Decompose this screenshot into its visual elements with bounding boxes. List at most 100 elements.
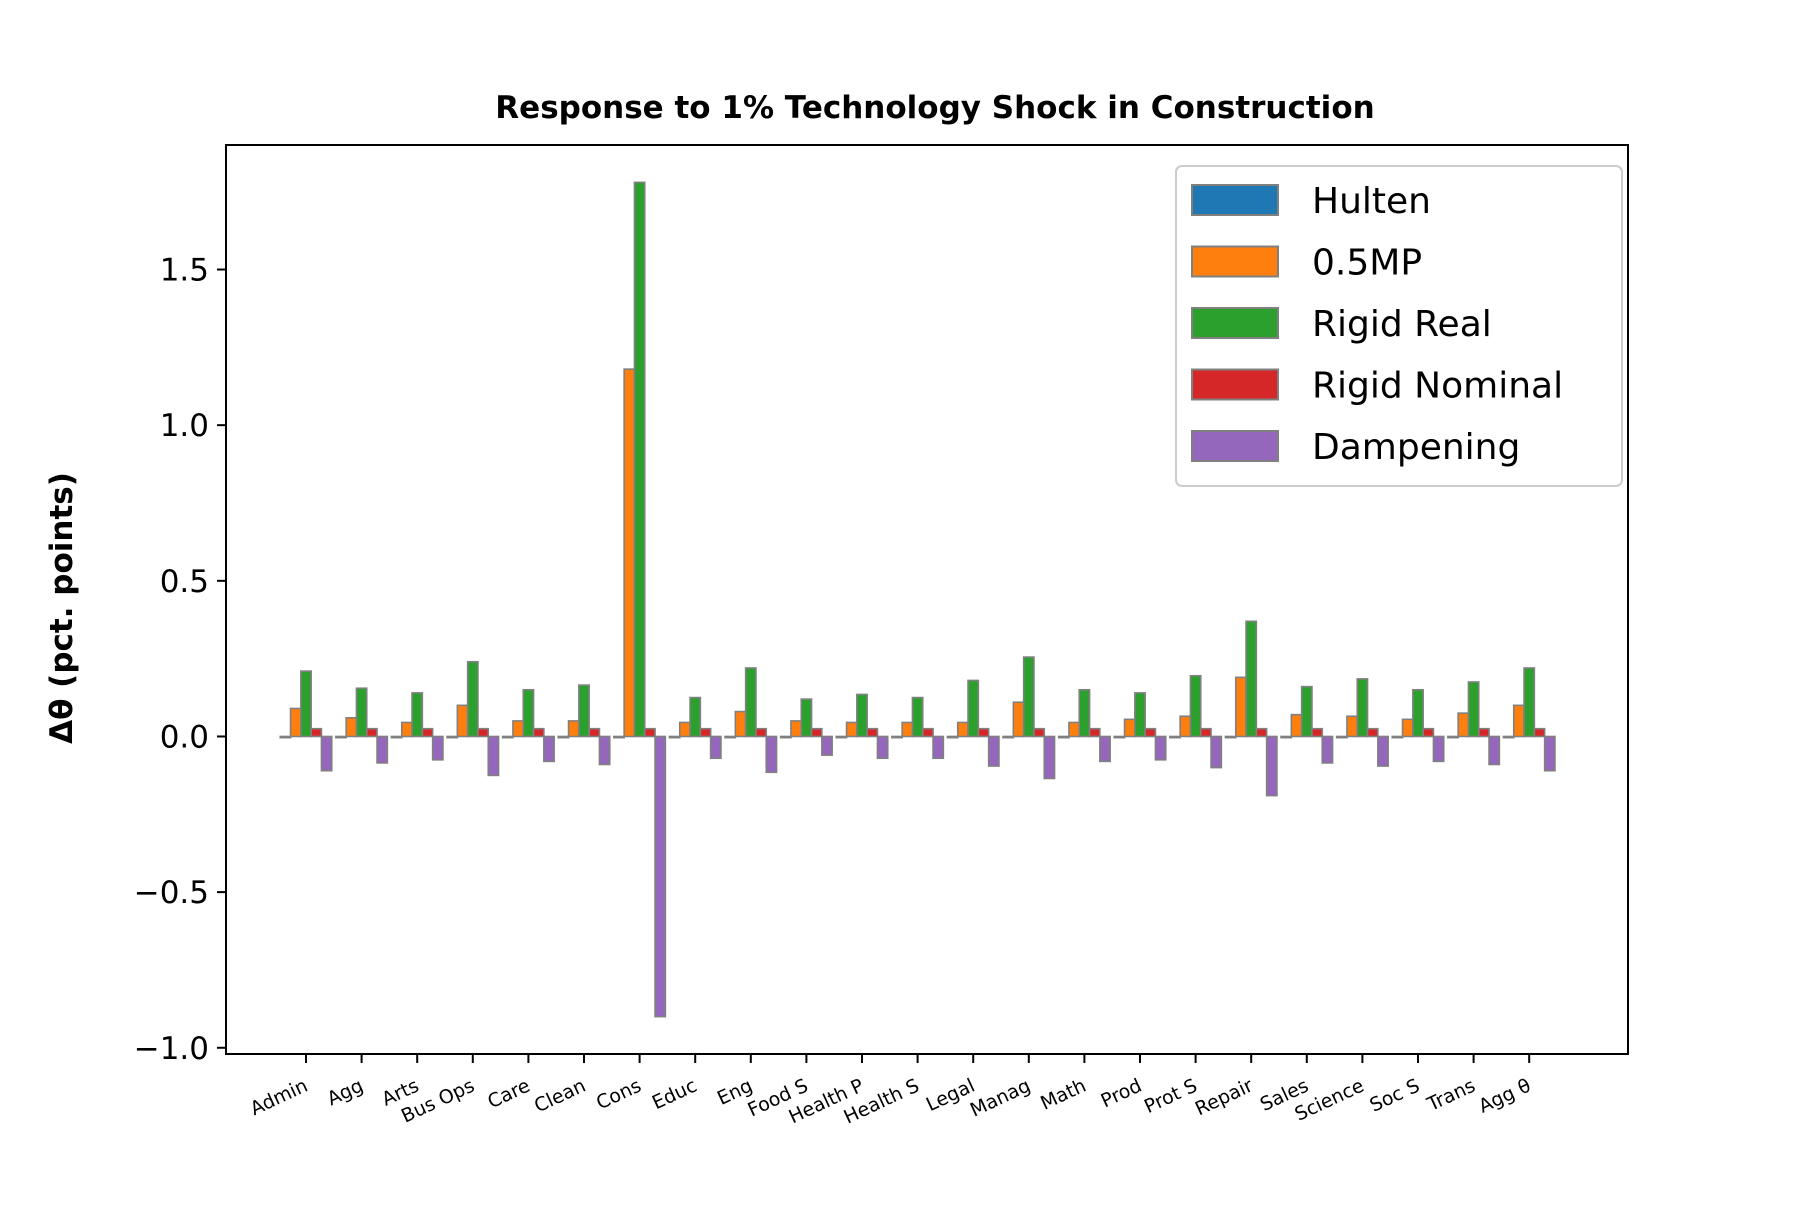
bar-rigid-nominal-1 [365,727,378,738]
x-tick-label: Admin [247,1075,311,1121]
bar-0-5mp-19 [1346,715,1359,738]
bar-dampening-6 [654,735,667,1018]
bar-dampening-12 [987,735,1000,767]
bar-0-5mp-9 [790,720,803,738]
bar-0-5mp-5 [567,720,580,738]
y-axis-label: Δθ (pct. points) [44,472,80,744]
bar-dampening-1 [376,735,389,764]
bar-rigid-nominal-17 [1255,727,1268,738]
bar-rigid-nominal-22 [1533,727,1546,738]
bar-rigid-nominal-12 [977,727,990,738]
bar-dampening-2 [431,735,444,761]
bar-hulten-16 [1169,735,1181,739]
bar-dampening-10 [876,735,889,760]
bar-0-5mp-11 [901,721,914,738]
bar-rigid-real-5 [578,684,590,738]
bar-dampening-4 [543,735,555,763]
plot-frame [225,144,1629,1055]
y-tick-label: 1.0 [160,408,209,444]
bar-0-5mp-7 [678,721,691,738]
bar-rigid-real-1 [355,687,368,738]
bar-hulten-18 [1280,735,1293,739]
bar-0-5mp-21 [1457,712,1470,738]
x-tick-label: Manag [967,1075,1034,1122]
bar-rigid-nominal-9 [810,727,823,738]
bar-rigid-real-3 [466,660,479,738]
bar-hulten-5 [557,735,570,739]
x-tick-label: Math [1037,1075,1089,1115]
bar-rigid-real-9 [800,698,813,738]
bar-rigid-real-20 [1412,688,1424,738]
bar-rigid-real-10 [856,693,868,738]
legend: Hulten 0.5MP Rigid Real Rigid Nominal Dampen… [1175,165,1623,487]
legend-swatch [1191,368,1279,401]
bar-0-5mp-4 [512,720,525,738]
bar-hulten-22 [1502,735,1515,739]
bar-0-5mp-16 [1179,715,1192,738]
bar-dampening-19 [1377,735,1389,767]
x-tick-label: Prod [1098,1075,1146,1113]
bar-rigid-real-12 [967,679,980,738]
bar-dampening-0 [320,735,333,772]
bar-0-5mp-10 [845,721,858,738]
y-tick-label: 0.5 [160,564,209,600]
bar-rigid-real-2 [411,692,424,738]
legend-swatch [1191,307,1279,339]
bar-rigid-real-22 [1523,667,1536,738]
bar-rigid-nominal-10 [866,727,879,738]
legend-label: Hulten [1312,181,1431,222]
bar-hulten-20 [1391,735,1404,739]
bar-0-5mp-22 [1512,704,1525,738]
legend-label: Rigid Real [1312,304,1492,345]
x-tick-label: Educ [649,1075,700,1115]
legend-swatch [1191,184,1279,216]
bar-rigid-real-11 [911,696,924,738]
bar-dampening-3 [487,735,500,777]
legend-label: 0.5MP [1312,243,1422,284]
bar-0-5mp-18 [1290,713,1303,738]
bar-rigid-nominal-14 [1088,727,1101,738]
bar-hulten-7 [668,735,681,739]
bar-rigid-nominal-6 [643,727,656,738]
bar-0-5mp-2 [400,721,413,738]
bar-0-5mp-17 [1234,676,1247,738]
x-tick-label: Prot S [1141,1075,1201,1118]
bar-rigid-real-13 [1022,656,1035,738]
y-tick-label: 0.0 [160,719,209,755]
bar-0-5mp-12 [956,721,969,738]
bar-rigid-real-19 [1356,678,1369,738]
bar-dampening-5 [598,735,611,766]
bar-0-5mp-0 [289,707,302,738]
bar-dampening-9 [821,735,833,756]
y-tick-label: −1.0 [134,1031,209,1067]
x-tick-label: Agg [324,1075,367,1111]
bar-rigid-real-15 [1134,692,1146,738]
bar-hulten-19 [1335,735,1348,739]
chart-title: Response to 1% Technology Shock in Const… [495,90,1374,126]
bar-0-5mp-6 [623,368,636,738]
bar-dampening-8 [765,735,778,774]
bar-dampening-18 [1321,735,1334,764]
bar-dampening-21 [1488,735,1501,766]
bar-rigid-nominal-0 [310,727,323,738]
bar-hulten-6 [613,735,625,739]
bar-rigid-nominal-11 [921,727,934,738]
legend-frame [1175,165,1623,487]
bar-hulten-4 [501,735,514,739]
bar-0-5mp-13 [1012,701,1025,738]
bar-rigid-nominal-4 [532,727,545,738]
bar-hulten-10 [835,735,848,739]
legend-label: Dampening [1312,427,1520,468]
bars-layer [279,181,1556,1018]
bar-rigid-real-21 [1467,681,1480,738]
bar-rigid-real-6 [633,181,646,738]
bar-rigid-real-16 [1189,674,1202,738]
legend-label: Rigid Nominal [1312,366,1563,407]
bar-rigid-nominal-5 [588,727,601,738]
bar-hulten-9 [779,735,792,739]
bar-hulten-8 [724,735,737,739]
bar-hulten-0 [279,735,292,739]
x-tick-label: Soc S [1366,1075,1423,1117]
